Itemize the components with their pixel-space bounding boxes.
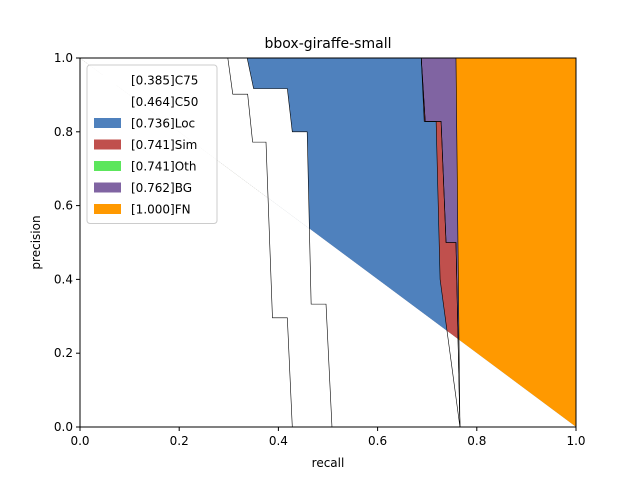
legend-label-0-385-c75: [0.385]C75 (131, 74, 198, 88)
legend-swatch-0-736-loc (94, 118, 121, 128)
chart-title: bbox-giraffe-small (265, 36, 392, 52)
y-tick-label: 0.8 (54, 125, 73, 139)
x-axis-ticks: 0.0 0.2 0.4 0.6 0.8 1.0 (70, 427, 586, 448)
legend-swatch-1-000-fn (94, 204, 121, 214)
y-tick-label: 1.0 (54, 51, 73, 65)
legend: [0.385]C75 [0.464]C50 [0.736]Loc [0.741]Sim… (86, 64, 218, 224)
legend-swatch-0-741-oth (94, 161, 121, 171)
y-tick-label: 0.0 (54, 420, 73, 434)
x-tick-label: 0.6 (368, 434, 387, 448)
x-tick-label: 1.0 (566, 434, 585, 448)
x-tick-label: 0.8 (467, 434, 486, 448)
boundary-0-741-oth (80, 57, 576, 428)
y-tick-label: 0.4 (54, 272, 73, 286)
y-axis-ticks: 0.0 0.2 0.4 0.6 0.8 1.0 (54, 51, 80, 434)
y-tick-label: 0.2 (54, 346, 73, 360)
legend-label-0-741-sim: [0.741]Sim (131, 138, 197, 152)
boundary-0-385-c75 (80, 57, 576, 428)
boundary-0-464-c50 (80, 57, 576, 428)
legend-label-1-000-fn: [1.000]FN (131, 203, 191, 217)
plot-frame (79, 57, 577, 428)
legend-label-0-736-loc: [0.736]Loc (131, 117, 195, 131)
y-tick-label: 0.6 (54, 199, 73, 213)
legend-label-0-741-oth: [0.741]Oth (131, 160, 196, 174)
y-axis-label: precision (29, 215, 43, 269)
legend-swatch-0-464-c50 (94, 96, 121, 107)
legend-swatch-0-741-sim (94, 139, 121, 150)
legend-swatch-0-762-bg (94, 182, 121, 193)
legend-label-0-762-bg: [0.762]BG (131, 181, 192, 195)
x-tick-label: 0.4 (269, 434, 288, 448)
legend-label-0-464-c50: [0.464]C50 (131, 95, 198, 109)
x-tick-label: 0.2 (170, 434, 189, 448)
x-tick-label: 0.0 (70, 434, 89, 448)
x-axis-label: recall (312, 456, 345, 470)
legend-swatch-0-385-c75 (94, 75, 121, 85)
